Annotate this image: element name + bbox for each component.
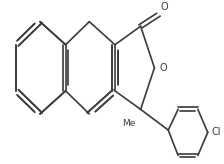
Text: O: O	[161, 2, 168, 12]
Text: Cl: Cl	[211, 127, 221, 137]
Text: Me: Me	[122, 119, 135, 128]
Text: O: O	[160, 63, 168, 73]
